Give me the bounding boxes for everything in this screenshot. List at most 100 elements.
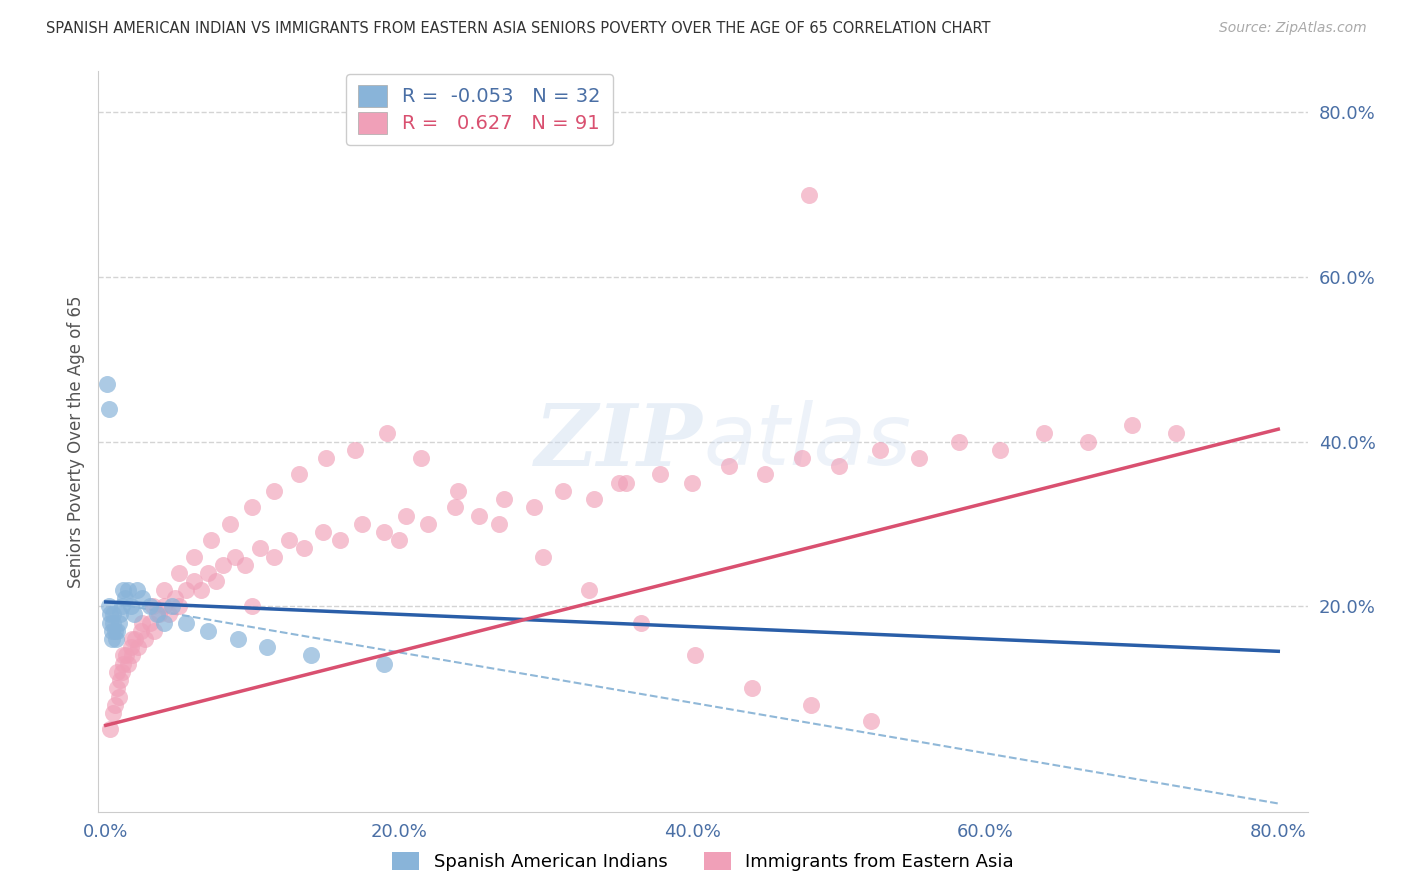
Point [112, 657, 135, 671]
Point [311, 524, 333, 539]
Point [343, 442, 366, 457]
Point [176, 582, 198, 597]
Point [292, 541, 315, 556]
Point [197, 624, 219, 638]
Legend: Spanish American Indians, Immigrants from Eastern Asia: Spanish American Indians, Immigrants fro… [385, 846, 1021, 879]
Point [153, 582, 176, 597]
Point [523, 500, 546, 515]
Point [741, 681, 763, 696]
Point [551, 483, 574, 498]
Point [388, 533, 411, 548]
Point [115, 648, 138, 663]
Point [125, 582, 148, 597]
Point [134, 632, 156, 646]
Point [107, 681, 129, 696]
Point [131, 615, 153, 630]
Point [148, 607, 170, 622]
Point [531, 549, 554, 564]
Point [103, 624, 125, 638]
Point [127, 640, 149, 655]
Point [790, 450, 813, 465]
Point [176, 615, 198, 630]
Point [204, 574, 226, 589]
Legend: R =  -0.053   N = 32, R =   0.627   N = 91: R = -0.053 N = 32, R = 0.627 N = 91 [346, 74, 613, 145]
Point [183, 549, 205, 564]
Point [859, 714, 882, 729]
Point [352, 516, 374, 531]
Point [800, 698, 823, 712]
Point [138, 615, 160, 630]
Point [160, 599, 183, 613]
Point [315, 450, 337, 465]
Point [153, 599, 176, 613]
Point [717, 459, 740, 474]
Point [240, 599, 263, 613]
Point [98, 607, 121, 622]
Point [226, 632, 249, 646]
Point [197, 566, 219, 581]
Point [121, 632, 143, 646]
Point [329, 533, 352, 548]
Point [299, 648, 322, 663]
Point [97, 401, 120, 416]
Point [373, 524, 395, 539]
Point [129, 624, 152, 638]
Point [117, 657, 139, 671]
Point [131, 591, 153, 605]
Point [167, 566, 190, 581]
Point [120, 599, 142, 613]
Point [908, 450, 931, 465]
Point [138, 599, 160, 613]
Point [494, 492, 516, 507]
Point [107, 665, 129, 679]
Point [240, 500, 263, 515]
Point [578, 582, 600, 597]
Point [582, 492, 605, 507]
Point [263, 549, 285, 564]
Point [249, 541, 271, 556]
Point [120, 640, 142, 655]
Point [105, 632, 128, 646]
Point [100, 632, 122, 646]
Point [111, 599, 134, 613]
Point [101, 615, 124, 630]
Point [110, 607, 132, 622]
Point [163, 591, 186, 605]
Point [468, 508, 491, 523]
Point [101, 607, 124, 622]
Point [683, 648, 706, 663]
Point [100, 624, 122, 638]
Point [630, 615, 652, 630]
Point [446, 483, 468, 498]
Point [373, 657, 395, 671]
Point [1077, 434, 1099, 449]
Point [110, 673, 132, 687]
Text: Source: ZipAtlas.com: Source: ZipAtlas.com [1219, 21, 1367, 35]
Point [288, 467, 311, 482]
Point [122, 607, 145, 622]
Point [799, 187, 821, 202]
Point [648, 467, 671, 482]
Point [98, 723, 121, 737]
Point [219, 516, 242, 531]
Point [153, 615, 176, 630]
Point [183, 574, 205, 589]
Point [488, 516, 510, 531]
Point [1121, 418, 1143, 433]
Point [146, 607, 169, 622]
Point [827, 459, 849, 474]
Point [114, 591, 136, 605]
Point [117, 582, 139, 597]
Point [157, 607, 180, 622]
Point [754, 467, 776, 482]
Point [101, 706, 124, 720]
Point [111, 665, 134, 679]
Point [614, 475, 637, 490]
Point [395, 508, 418, 523]
Point [190, 582, 212, 597]
Text: atlas: atlas [703, 400, 911, 483]
Point [869, 442, 891, 457]
Point [97, 599, 120, 613]
Point [124, 632, 146, 646]
Point [112, 648, 135, 663]
